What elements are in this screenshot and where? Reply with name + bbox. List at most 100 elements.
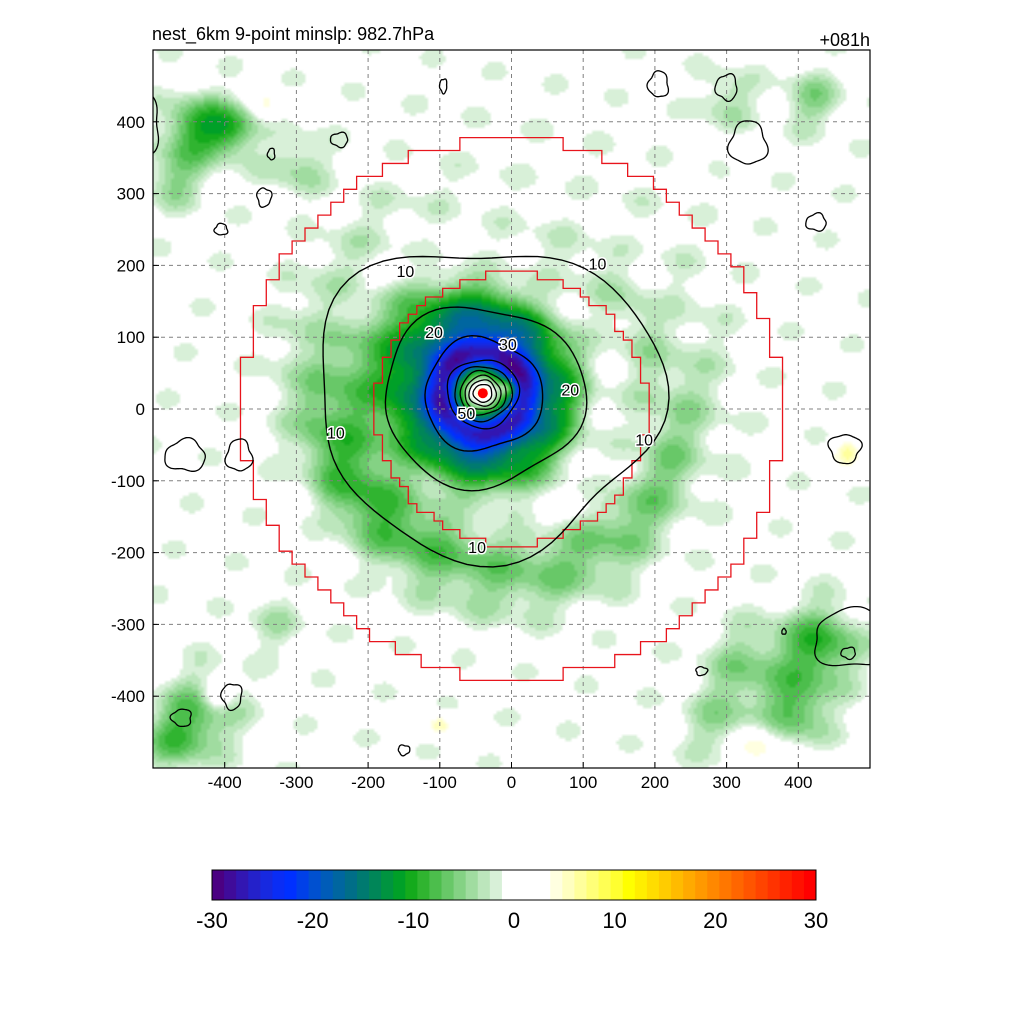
- contour-small: [805, 211, 827, 232]
- contour-20: [384, 306, 588, 492]
- colorbar-swatch: [598, 870, 612, 900]
- y-tick-label: 100: [117, 328, 145, 347]
- x-tick-label: -300: [279, 773, 313, 792]
- contour-label: 10: [635, 433, 653, 450]
- y-tick-label: 400: [117, 113, 145, 132]
- colorbar-swatch: [658, 870, 672, 900]
- x-tick-label: 300: [712, 773, 740, 792]
- x-tick-label: 200: [641, 773, 669, 792]
- colorbar-swatch: [224, 870, 237, 900]
- contour-label: 10: [468, 540, 486, 557]
- colorbar-swatch: [441, 870, 454, 900]
- contour-small: [781, 627, 787, 635]
- colorbar-swatch: [417, 870, 430, 900]
- colorbar-swatch: [634, 870, 648, 900]
- colorbar-swatch: [393, 870, 406, 900]
- colorbar-swatch: [683, 870, 696, 900]
- colorbar-swatch: [755, 870, 769, 900]
- y-tick-label: -300: [111, 615, 145, 634]
- colorbar-tick-label: 10: [602, 908, 626, 933]
- contour-small: [827, 434, 863, 465]
- colorbar-swatch: [332, 870, 346, 900]
- colorbar: [211, 869, 817, 901]
- colorbar-swatch: [719, 870, 732, 900]
- colorbar-swatch: [453, 870, 467, 900]
- colorbar-swatch: [308, 870, 322, 900]
- contour-inner: [464, 374, 502, 410]
- contour-small: [256, 187, 273, 208]
- contour-label: 20: [425, 325, 443, 342]
- chart-title: nest_6km 9-point minslp: 982.7hPa: [152, 24, 435, 45]
- contour-small: [266, 147, 276, 161]
- colorbar-ticks: -30 -20 -10 0 10 20 30: [196, 908, 828, 933]
- outer-nest-boundary: [239, 136, 784, 682]
- contour-10: [322, 255, 670, 568]
- x-tick-label: -400: [208, 773, 242, 792]
- y-tick-label: 300: [117, 185, 145, 204]
- colorbar-swatch: [791, 870, 805, 900]
- contour-small: [814, 605, 870, 667]
- colorbar-swatch: [622, 870, 636, 900]
- contour-small: [840, 646, 856, 661]
- contour-small: [646, 70, 670, 98]
- colorbar-swatch: [296, 870, 310, 900]
- colorbar-swatch: [767, 870, 781, 900]
- colorbar-tick-label: 30: [804, 908, 828, 933]
- contour-small: [397, 744, 411, 757]
- contour-inner: [468, 379, 498, 407]
- contour-label: 10: [396, 264, 414, 281]
- colorbar-tick-label: 20: [703, 908, 727, 933]
- y-tick-label: -200: [111, 544, 145, 563]
- y-axis: -400 -300 -200 -100 0 100 200 300 400: [111, 113, 159, 706]
- colorbar-swatch: [344, 870, 358, 900]
- colorbar-tick-label: -30: [196, 908, 228, 933]
- colorbar-swatch: [429, 870, 442, 900]
- contour-small: [714, 73, 738, 103]
- colorbar-swatch: [320, 870, 334, 900]
- colorbar-swatch: [526, 870, 539, 900]
- colorbar-swatch: [574, 870, 587, 900]
- colorbar-swatch: [489, 870, 503, 900]
- colorbar-swatch: [550, 870, 563, 900]
- colorbar-swatch: [538, 870, 551, 900]
- nest-boundaries: [239, 136, 784, 682]
- plot-area: 10 10 10 10 10 20 20 30 50: [153, 50, 870, 768]
- colorbar-swatch: [405, 870, 418, 900]
- contour-lines: [153, 70, 870, 757]
- contour-small: [213, 222, 229, 236]
- contour-label: 50: [457, 406, 475, 423]
- colorbar-frame: [211, 869, 817, 901]
- contour-inner: [446, 359, 521, 430]
- forecast-hour: +081h: [819, 30, 870, 50]
- colorbar-swatch: [501, 870, 515, 900]
- y-tick-label: -400: [111, 687, 145, 706]
- contour-small: [169, 708, 192, 728]
- contour-label: 30: [499, 337, 517, 354]
- colorbar-swatch: [260, 870, 273, 900]
- contour-small: [726, 120, 769, 165]
- contour-30: [424, 334, 544, 452]
- colorbar-swatch: [212, 870, 225, 900]
- colorbar-swatch: [514, 870, 527, 900]
- colorbar-tick-label: 0: [508, 908, 520, 933]
- contour-small: [164, 436, 206, 472]
- colorbar-swatch: [369, 870, 382, 900]
- y-tick-label: -100: [111, 472, 145, 491]
- colorbar-swatch: [707, 870, 720, 900]
- colorbar-swatch: [743, 870, 756, 900]
- x-tick-label: 400: [784, 773, 812, 792]
- contour-small: [695, 665, 709, 677]
- colorbar-swatch: [477, 870, 491, 900]
- contour-inner: [454, 366, 514, 423]
- colorbar-swatch: [695, 870, 708, 900]
- colorbar-tick-label: -10: [397, 908, 429, 933]
- storm-center-marker: [477, 388, 488, 399]
- y-tick-label: 0: [136, 400, 145, 419]
- contour-inner: [459, 369, 507, 416]
- colorbar-swatch: [610, 870, 624, 900]
- colorbar-swatch: [248, 870, 261, 900]
- colorbar-swatch: [562, 870, 575, 900]
- colorbar-swatch: [671, 870, 684, 900]
- contour-small: [224, 438, 254, 472]
